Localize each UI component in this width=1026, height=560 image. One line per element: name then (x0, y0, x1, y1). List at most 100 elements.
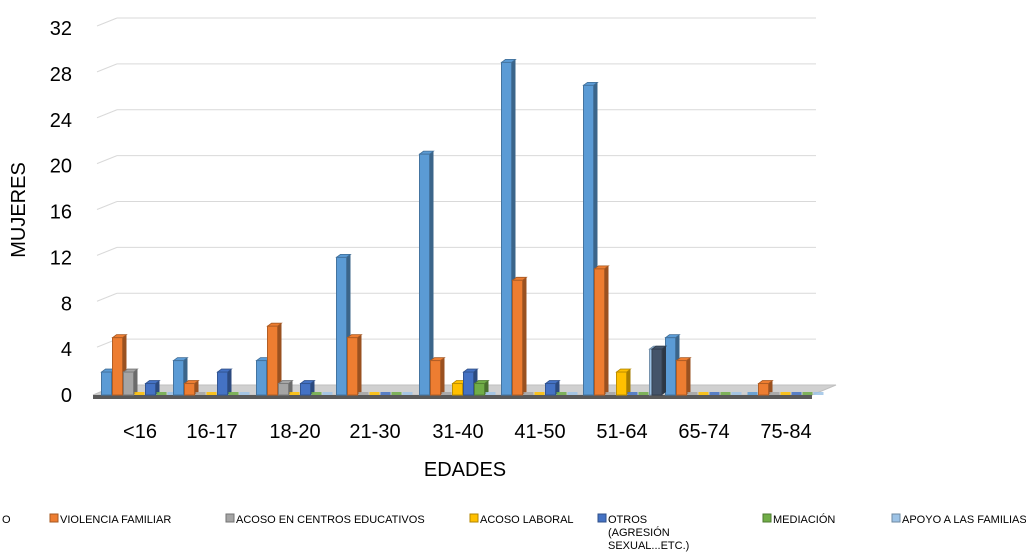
bar-front (545, 383, 556, 396)
y-tick-label: 28 (50, 64, 72, 86)
bar-zero (167, 392, 178, 395)
bar-zero (802, 392, 813, 395)
legend-label: ACOSO LABORAL (480, 514, 574, 526)
bar (473, 380, 490, 396)
bar-front (217, 371, 228, 396)
bar (216, 368, 233, 396)
y-tick-label: 0 (61, 385, 72, 407)
bar-zero (769, 392, 780, 395)
bar-front (651, 348, 663, 396)
bar-zero (567, 392, 578, 395)
bar-zero (556, 392, 567, 395)
bar-side (555, 380, 560, 395)
bar-zero (720, 392, 731, 395)
y-tick-label: 4 (61, 339, 72, 361)
bar (544, 380, 561, 396)
bar-zero (627, 392, 638, 395)
bar-zero (731, 392, 742, 395)
bar-front (101, 371, 112, 396)
x-tick-label: 16-17 (186, 421, 237, 443)
x-tick-label: 65-74 (678, 421, 729, 443)
bar (511, 276, 528, 396)
bar-front (474, 383, 485, 396)
bar-zero (322, 392, 333, 395)
y-tick-label: 20 (50, 156, 72, 178)
bar (593, 265, 610, 396)
bar-zero (402, 392, 413, 395)
bar-front (267, 325, 278, 396)
y-axis-title: MUJERES (8, 162, 30, 258)
bar-zero (311, 392, 322, 395)
bar-front (419, 153, 430, 396)
legend-label: MEDIACIÓN (773, 513, 835, 526)
bar-zero (206, 392, 217, 395)
bar-front (336, 256, 347, 396)
bar-side (277, 323, 282, 395)
y-tick-label: 12 (50, 247, 72, 269)
bar-zero (156, 392, 167, 395)
x-tick-label: 75-84 (760, 421, 811, 443)
gridlines (96, 17, 816, 348)
bar (346, 334, 363, 396)
y-axis-ticks: 0 4 8 12 16 20 24 28 32 (50, 18, 72, 407)
bar-front (278, 383, 289, 396)
legend-label: OTROS (608, 514, 647, 526)
legend-label: APOYO A LAS FAMILIAS (902, 514, 1026, 526)
bar-front (145, 383, 156, 396)
legend-swatch (49, 513, 59, 523)
bar-side (227, 369, 232, 395)
y-tick-label: 16 (50, 202, 72, 224)
y-tick-label: 24 (50, 110, 72, 132)
bar (429, 357, 446, 396)
bar-zero (134, 392, 145, 395)
bar-side (686, 357, 691, 395)
bar-zero (638, 392, 649, 395)
bar-zero (485, 392, 496, 395)
gridline-diag (96, 292, 118, 302)
bar (650, 345, 668, 396)
bar-zero (534, 392, 545, 395)
bar (615, 368, 632, 396)
bar-side (288, 380, 293, 395)
bar-side (357, 334, 362, 395)
bar-zero (369, 392, 380, 395)
bar-front (112, 337, 123, 396)
legend-swatch (597, 513, 607, 523)
bar-side (484, 380, 489, 395)
bar (418, 150, 435, 396)
bar-zero (358, 392, 369, 395)
bar-side (604, 265, 609, 395)
legend-swatch (762, 513, 772, 523)
bar-zero (380, 392, 391, 395)
bar-zero (289, 392, 300, 395)
bar-zero (687, 392, 698, 395)
bar-front (665, 337, 676, 396)
bar (757, 380, 774, 396)
gridline-diag (96, 63, 118, 73)
bar-front (594, 268, 605, 396)
bar-front (758, 383, 769, 396)
legend-swatch (225, 513, 235, 523)
bar-zero (441, 392, 452, 395)
bar (277, 380, 294, 396)
bar (122, 368, 139, 396)
legend-label: O (2, 514, 11, 526)
bar-side (429, 151, 434, 395)
bar-front (512, 279, 523, 396)
bar-side (522, 277, 527, 395)
bar (675, 357, 692, 396)
bar-side (440, 357, 445, 395)
bar-zero (523, 392, 534, 395)
legend-swatch (469, 513, 479, 523)
bar-front (501, 61, 512, 396)
gridline-diag (96, 155, 118, 165)
x-tick-label: 18-20 (269, 421, 320, 443)
x-axis-ticks: <16 16-17 18-20 21-30 31-40 41-50 51-64 65-74 75… (123, 421, 812, 443)
bar-zero (228, 392, 239, 395)
bar-zero (780, 392, 791, 395)
bar-front (430, 360, 441, 396)
bar-side (662, 346, 666, 395)
bar-side (310, 380, 315, 395)
legend-label: SEXUAL...ETC.) (608, 540, 689, 552)
